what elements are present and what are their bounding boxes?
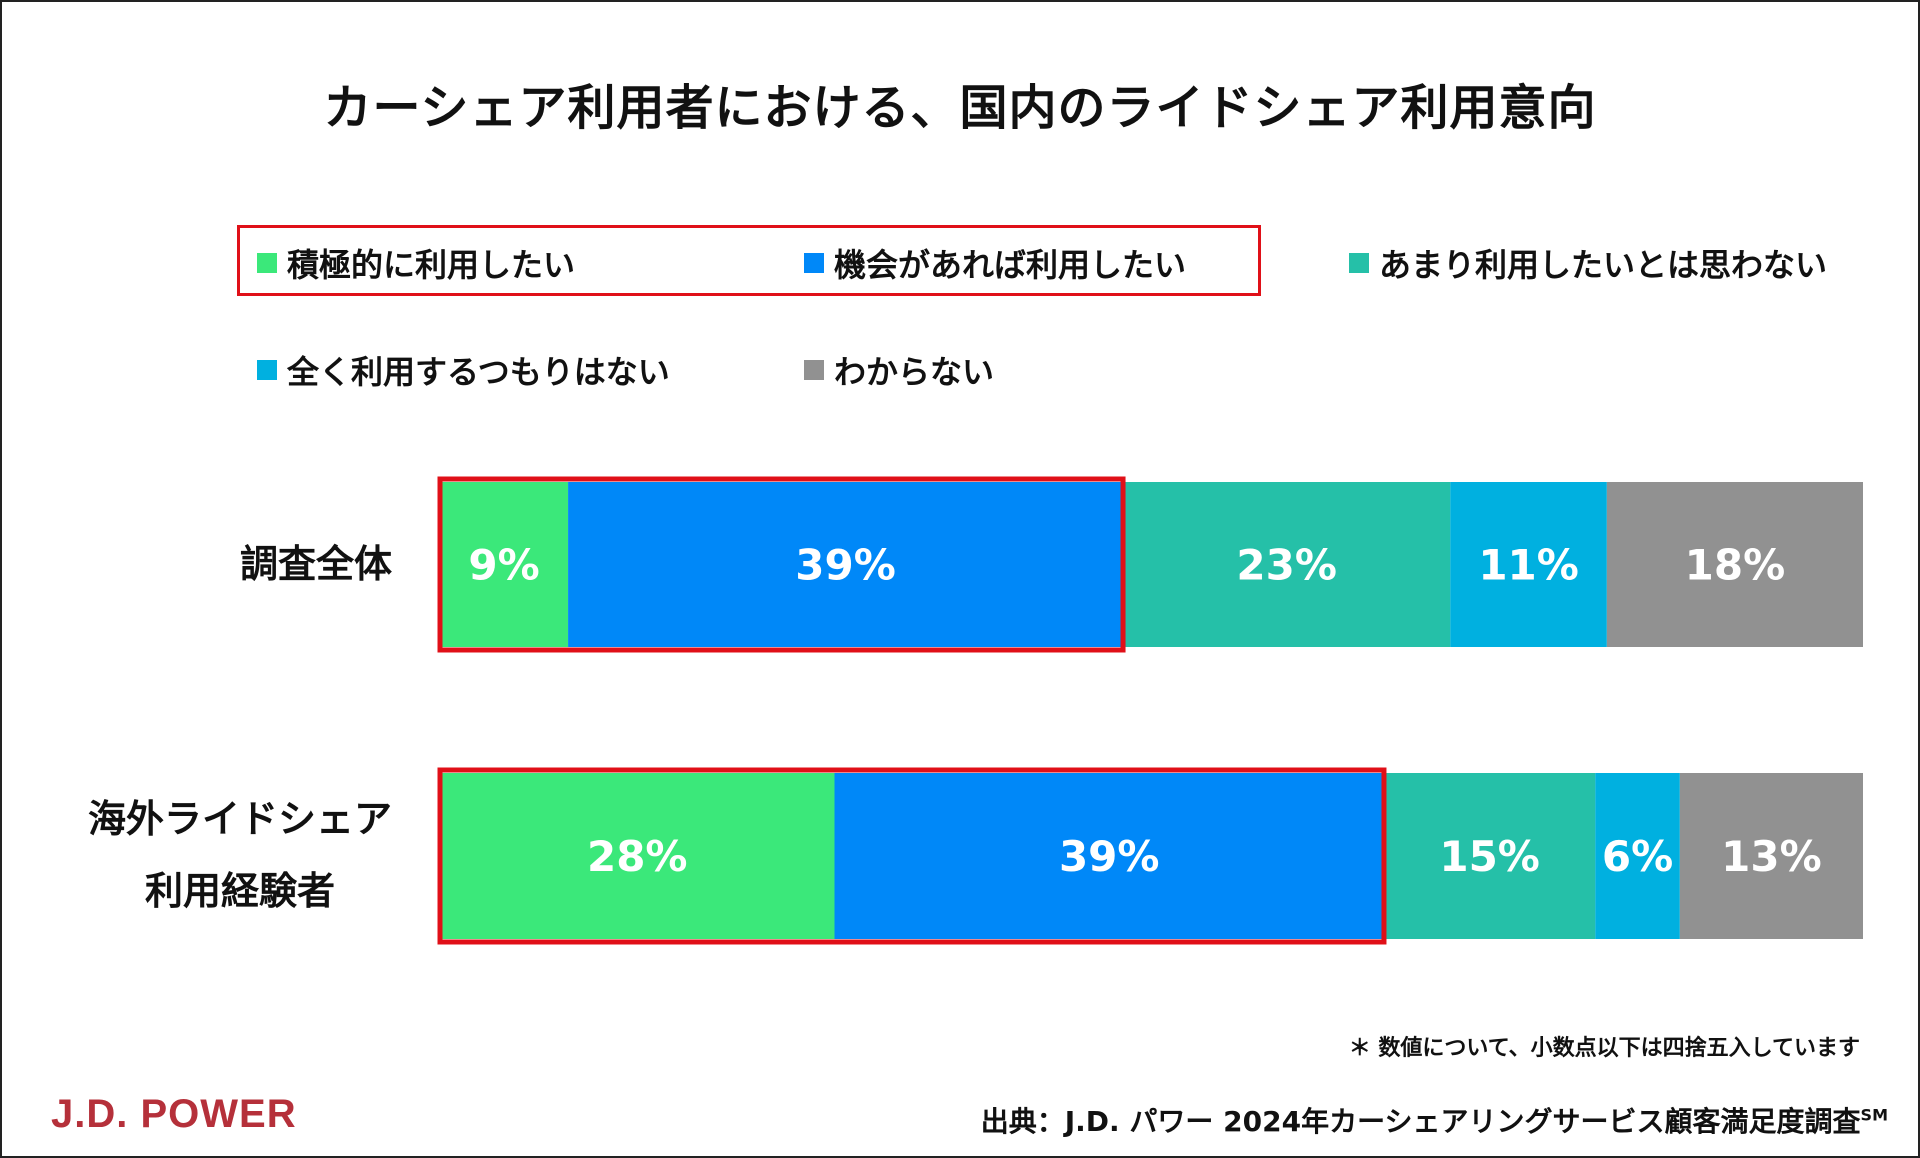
bar-segment bbox=[440, 482, 569, 647]
footnote: ＊ 数値について、小数点以下は四捨五入しています bbox=[1348, 1036, 1860, 1061]
legend-item-1: 機会があれば利用したい bbox=[804, 240, 1186, 286]
data-label: 39% bbox=[1059, 832, 1160, 881]
data-label: 11% bbox=[1478, 541, 1579, 590]
bar-segment bbox=[440, 773, 835, 939]
bar-segment bbox=[1595, 773, 1680, 939]
bar-segment bbox=[1123, 482, 1451, 647]
bar-segment bbox=[834, 773, 1384, 939]
bar-segment bbox=[568, 482, 1124, 647]
legend-swatch bbox=[1349, 253, 1369, 273]
legend-label: 機会があれば利用したい bbox=[834, 246, 1187, 284]
legend-swatch bbox=[257, 253, 277, 273]
legend-item-2: あまり利用したいとは思わない bbox=[1349, 240, 1827, 286]
data-label: 13% bbox=[1721, 832, 1822, 881]
legend-label: 積極的に利用したい bbox=[287, 246, 576, 284]
bar-segment bbox=[1450, 482, 1607, 647]
legend-label: 全く利用するつもりはない bbox=[287, 353, 670, 391]
source-note: 出典：J.D. パワー 2024年カーシェアリングサービス顧客満足度調査SM bbox=[981, 1100, 1888, 1140]
data-label: 23% bbox=[1236, 541, 1337, 590]
category-label-1: 海外ライドシェア 利用経験者 bbox=[88, 783, 392, 927]
data-label: 28% bbox=[587, 832, 688, 881]
data-label: 15% bbox=[1439, 832, 1540, 881]
jd-power-logo: J.D. POWER bbox=[51, 1092, 297, 1136]
category-label-line: 海外ライドシェア bbox=[87, 797, 392, 841]
category-label-0: 調査全体 bbox=[240, 528, 392, 600]
service-mark: SM bbox=[1860, 1105, 1888, 1125]
bar-segment bbox=[1679, 773, 1863, 939]
legend-label: あまり利用したいとは思わない bbox=[1379, 246, 1828, 284]
legend-highlight-box bbox=[237, 225, 1261, 296]
legend-swatch bbox=[804, 360, 824, 380]
highlight-box bbox=[437, 476, 1126, 653]
legend-label: わからない bbox=[834, 353, 995, 391]
legend-swatch bbox=[257, 360, 277, 380]
highlight-box bbox=[437, 767, 1387, 945]
source-text: 出典：J.D. パワー 2024年カーシェアリングサービス顧客満足度調査 bbox=[980, 1105, 1861, 1138]
data-label: 9% bbox=[468, 541, 539, 590]
data-label: 18% bbox=[1685, 541, 1786, 590]
category-label-line: 調査全体 bbox=[239, 542, 392, 586]
data-label: 39% bbox=[795, 541, 896, 590]
legend-item-3: 全く利用するつもりはない bbox=[257, 347, 670, 393]
legend-swatch bbox=[804, 253, 824, 273]
bar-segment bbox=[1606, 482, 1863, 647]
chart-title: カーシェア利用者における、国内のライドシェア利用意向 bbox=[323, 80, 1597, 136]
legend-item-4: わからない bbox=[804, 347, 994, 393]
legend-item-0: 積極的に利用したい bbox=[257, 240, 575, 286]
category-label-line: 利用経験者 bbox=[144, 869, 335, 913]
data-label: 6% bbox=[1602, 832, 1673, 881]
bar-segment bbox=[1383, 773, 1596, 939]
